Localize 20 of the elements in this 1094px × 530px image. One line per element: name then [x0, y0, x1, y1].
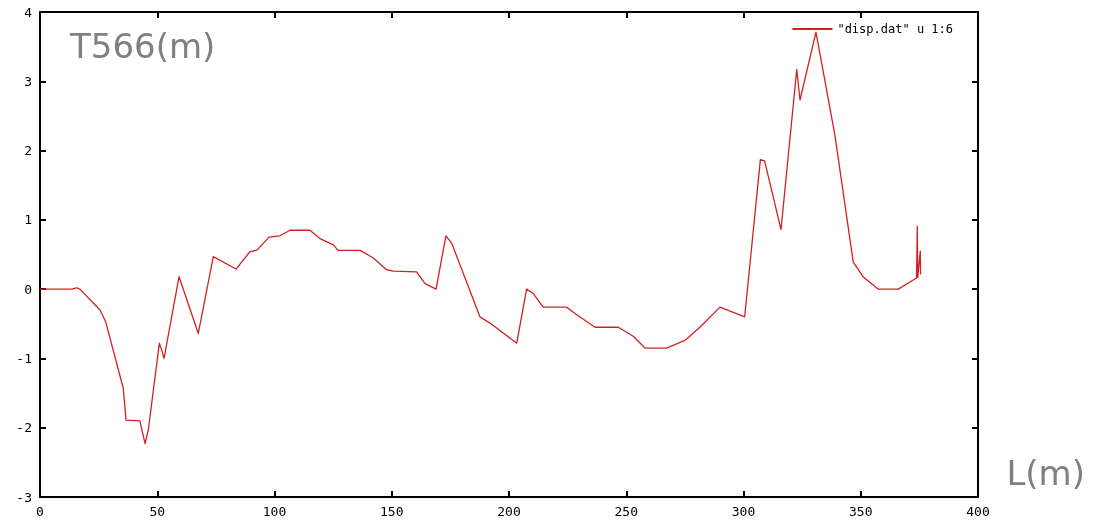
- x-tick-label: 250: [614, 504, 638, 519]
- y-tick-label: 3: [24, 73, 32, 89]
- x-tick-label: 0: [36, 504, 44, 519]
- x-tick-label: 200: [497, 504, 521, 519]
- y-tick-label: 2: [24, 143, 32, 159]
- y-tick-label: -2: [16, 420, 32, 436]
- x-tick-label: 300: [731, 504, 756, 519]
- y-axis-title: T566(m): [69, 26, 216, 66]
- y-tick-label: 1: [24, 212, 32, 228]
- x-tick-label: 350: [849, 504, 873, 519]
- x-tick-label: 400: [966, 504, 990, 519]
- y-tick-label: -3: [16, 489, 32, 505]
- y-tick-label: 0: [24, 281, 32, 297]
- y-tick-label: 4: [24, 4, 33, 20]
- legend-label: "disp.dat" u 1:6: [837, 22, 953, 36]
- y-tick-label: -1: [16, 350, 32, 366]
- x-tick-label: 100: [262, 504, 287, 519]
- x-axis-title: L(m): [1006, 453, 1085, 493]
- x-tick-label: 50: [149, 504, 166, 519]
- x-tick-label: 150: [380, 504, 404, 519]
